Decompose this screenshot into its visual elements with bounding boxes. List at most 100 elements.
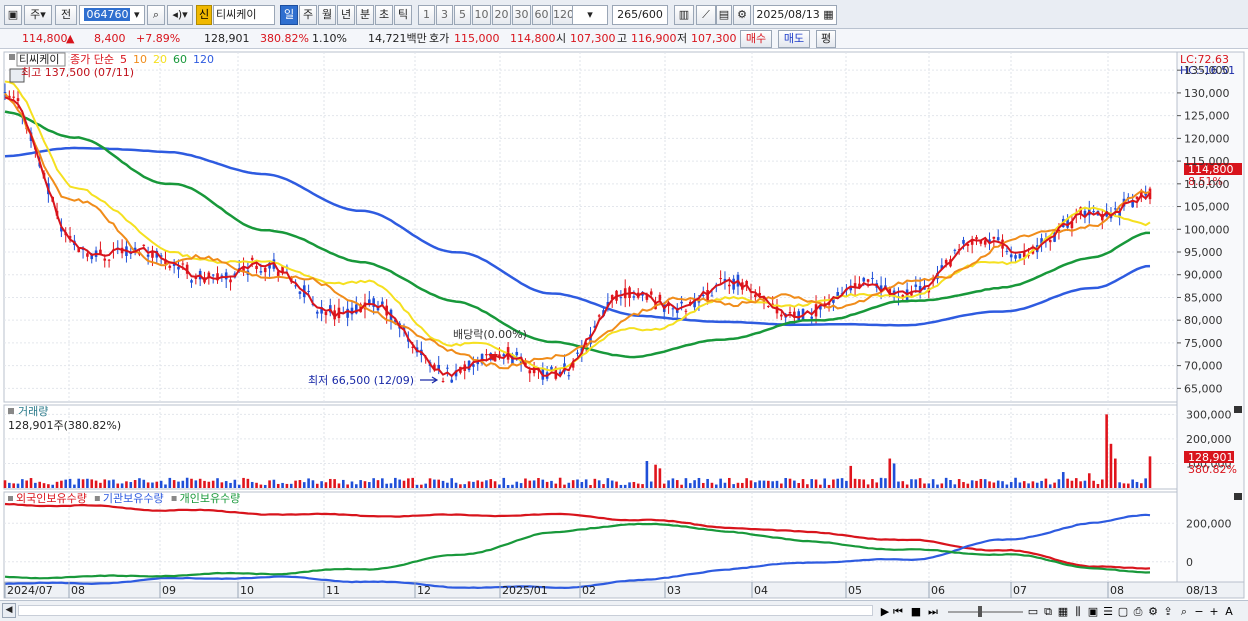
grid-icon[interactable]: ▦ xyxy=(1058,605,1068,618)
interval-tab-6[interactable]: 틱 xyxy=(394,5,412,25)
sell-button[interactable]: 매도 xyxy=(778,30,810,48)
scroll-left-icon[interactable]: ◀ xyxy=(2,603,16,618)
volume-bar xyxy=(181,480,185,488)
number-tab-20[interactable]: 20 xyxy=(492,5,511,25)
volume-bar xyxy=(836,478,840,488)
volume-bar xyxy=(1079,481,1082,488)
volume-bar xyxy=(936,484,939,488)
volume-bar xyxy=(580,481,584,488)
volume-bar xyxy=(285,483,289,488)
candle-body xyxy=(68,235,72,239)
window-icon[interactable]: ▢ xyxy=(1118,605,1128,618)
volume-bar xyxy=(389,483,393,488)
low-note: 최저 66,500 (12/09) xyxy=(308,374,414,387)
volume-bar xyxy=(506,485,510,488)
interval-tab-1[interactable]: 주 xyxy=(299,5,317,25)
volume-bar xyxy=(649,481,653,488)
holding-panel-close-icon[interactable] xyxy=(1234,493,1242,500)
all-button[interactable]: 전 xyxy=(55,5,77,25)
volume-bar xyxy=(51,484,55,488)
date-field[interactable]: 2025/08/13 ▦ xyxy=(753,5,837,25)
volume-bar xyxy=(979,478,983,488)
volume-bar xyxy=(840,478,844,488)
volume-bar xyxy=(307,478,310,488)
interval-tab-3[interactable]: 년 xyxy=(337,5,355,25)
chart-type-icon[interactable]: ⫼ xyxy=(1075,605,1080,618)
volume-bar xyxy=(242,477,245,488)
zoom-in-icon[interactable]: + xyxy=(1209,605,1218,618)
up-arrow-icon: ▲ xyxy=(66,32,75,45)
candle-body xyxy=(619,297,623,299)
candle-body xyxy=(103,258,107,261)
number-tab-10[interactable]: 10 xyxy=(472,5,491,25)
number-tab-60[interactable]: 60 xyxy=(532,5,551,25)
number-tab-5[interactable]: 5 xyxy=(454,5,471,25)
image-icon[interactable]: ▣ xyxy=(1088,605,1098,618)
volume-bar xyxy=(528,480,532,488)
save-icon[interactable]: ▤ xyxy=(716,5,732,25)
candle-type-icon[interactable]: ▥ xyxy=(674,5,694,25)
volume-bar xyxy=(1122,483,1126,488)
search-icon[interactable]: ⌕ xyxy=(147,5,165,25)
interval-tab-2[interactable]: 월 xyxy=(318,5,336,25)
chart-area[interactable]: 티씨케이 종가 단순 5 10 20 60 120 최고 137,500 (07/11)… xyxy=(0,49,1248,601)
volume-bar xyxy=(853,478,857,488)
buy-button[interactable]: 매수 xyxy=(740,30,772,48)
volume-bar xyxy=(81,479,85,488)
number-tab-3[interactable]: 3 xyxy=(436,5,453,25)
fast-forward-icon[interactable]: ⏭ xyxy=(928,605,938,618)
ask-price: 115,000 xyxy=(454,32,500,45)
zoom-out-icon[interactable]: − xyxy=(1194,605,1203,618)
calendar-icon[interactable] xyxy=(9,68,25,83)
font-size-icon[interactable]: A xyxy=(1225,605,1233,618)
draw-tool-icon[interactable]: ⟋ xyxy=(696,5,716,25)
layout-icon[interactable]: ▭ xyxy=(1028,605,1038,618)
number-tab-30[interactable]: 30 xyxy=(512,5,531,25)
interval-tab-0[interactable]: 일 xyxy=(280,5,298,25)
count-dropdown[interactable]: ▾ xyxy=(572,5,608,25)
window-menu-icon[interactable]: ▣ xyxy=(4,5,22,25)
code-input[interactable]: 064760 ▾ xyxy=(79,5,145,25)
candle-body xyxy=(832,298,835,303)
volume-bar xyxy=(576,479,579,488)
holding-lines xyxy=(4,502,1151,590)
eval-button[interactable]: 평 xyxy=(816,30,836,48)
price-legend: 티씨케이 종가 단순 5 10 20 60 120 xyxy=(9,52,214,67)
volume-y-tick-label: 300,000 xyxy=(1186,408,1232,421)
ma-period-60: 60 xyxy=(173,53,187,66)
count-field[interactable]: 265/600 xyxy=(612,5,668,25)
volume-bar xyxy=(819,484,822,488)
time-grid xyxy=(68,52,1109,582)
zoom-slider-thumb[interactable] xyxy=(978,606,982,617)
zoom-icon[interactable]: ⌕ xyxy=(1181,605,1187,618)
volume-bar xyxy=(515,481,519,488)
volume-bar xyxy=(992,482,996,488)
interval-tab-5[interactable]: 초 xyxy=(375,5,393,25)
print-icon[interactable]: ⎙ xyxy=(1134,605,1143,618)
scroll-right-icon[interactable]: ▶ xyxy=(881,605,890,618)
copy-icon[interactable]: ⧉ xyxy=(1044,605,1052,618)
interval-tab-4[interactable]: 분 xyxy=(356,5,374,25)
stock-name-field[interactable]: 티씨케이 xyxy=(213,5,275,25)
number-tab-1[interactable]: 1 xyxy=(418,5,435,25)
config-icon[interactable]: ⚙ xyxy=(1148,605,1158,618)
stop-icon[interactable]: ■ xyxy=(911,605,921,618)
list-icon[interactable]: ☰ xyxy=(1103,605,1113,618)
candle-body xyxy=(60,226,63,232)
horizontal-scrollbar[interactable] xyxy=(18,605,873,616)
speaker-icon[interactable]: ◂)▾ xyxy=(167,5,193,25)
volume-bar xyxy=(302,482,306,488)
export-icon[interactable]: ⇪ xyxy=(1163,605,1172,618)
volume-ratio: 380.82% xyxy=(260,32,309,45)
volume-panel-close-icon[interactable] xyxy=(1234,406,1242,413)
volume-bar xyxy=(1144,478,1147,488)
candle-body xyxy=(797,311,800,321)
volume-bar xyxy=(823,478,827,488)
candle-body xyxy=(1144,193,1147,196)
number-tab-120[interactable]: 120 xyxy=(552,5,574,25)
rewind-icon[interactable]: ⏮ xyxy=(893,605,903,618)
period-select[interactable]: 주▾ xyxy=(24,5,52,25)
x-axis-label: 07 xyxy=(1013,584,1027,597)
gear-icon[interactable]: ⚙ xyxy=(733,5,751,25)
volume-bar xyxy=(519,483,523,488)
